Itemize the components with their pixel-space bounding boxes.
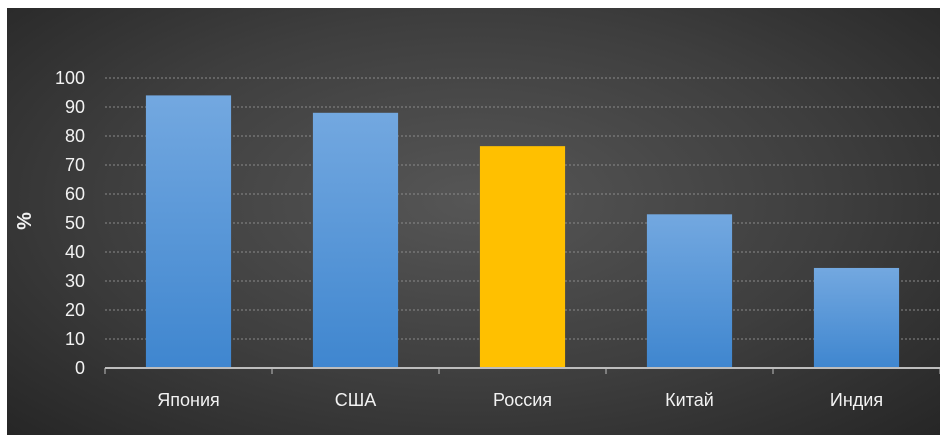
x-category-label: США (335, 390, 377, 410)
y-tick-label: 80 (65, 126, 85, 146)
y-tick-label: 90 (65, 97, 85, 117)
y-axis-title: % (14, 212, 36, 230)
y-tick-label: 10 (65, 329, 85, 349)
y-tick-label: 70 (65, 155, 85, 175)
x-category-label: Индия (830, 390, 883, 410)
bar-chart: 0 10 20 30 40 50 60 70 80 90 100 Япония США Россия Ки… (14, 68, 940, 410)
bar-1 (145, 95, 232, 369)
x-category-labels: Япония США Россия Китай Индия (157, 390, 883, 410)
y-tick-label: 100 (55, 68, 85, 88)
y-tick-label: 50 (65, 213, 85, 233)
axes (104, 367, 940, 374)
bar-3 (479, 146, 566, 368)
y-tick-label: 0 (75, 358, 85, 378)
y-tick-label: 30 (65, 271, 85, 291)
bar-2 (312, 112, 399, 368)
bar-5 (813, 267, 900, 368)
chart-area: 0 10 20 30 40 50 60 70 80 90 100 Япония США Россия Ки… (7, 8, 940, 435)
x-category-label: Китай (665, 390, 714, 410)
y-tick-label: 40 (65, 242, 85, 262)
y-tick-label: 20 (65, 300, 85, 320)
x-category-label: Россия (493, 390, 552, 410)
bars (145, 95, 900, 369)
bar-4 (646, 214, 733, 368)
y-tick-label: 60 (65, 184, 85, 204)
y-tick-labels: 0 10 20 30 40 50 60 70 80 90 100 (55, 68, 85, 378)
x-category-label: Япония (157, 390, 220, 410)
